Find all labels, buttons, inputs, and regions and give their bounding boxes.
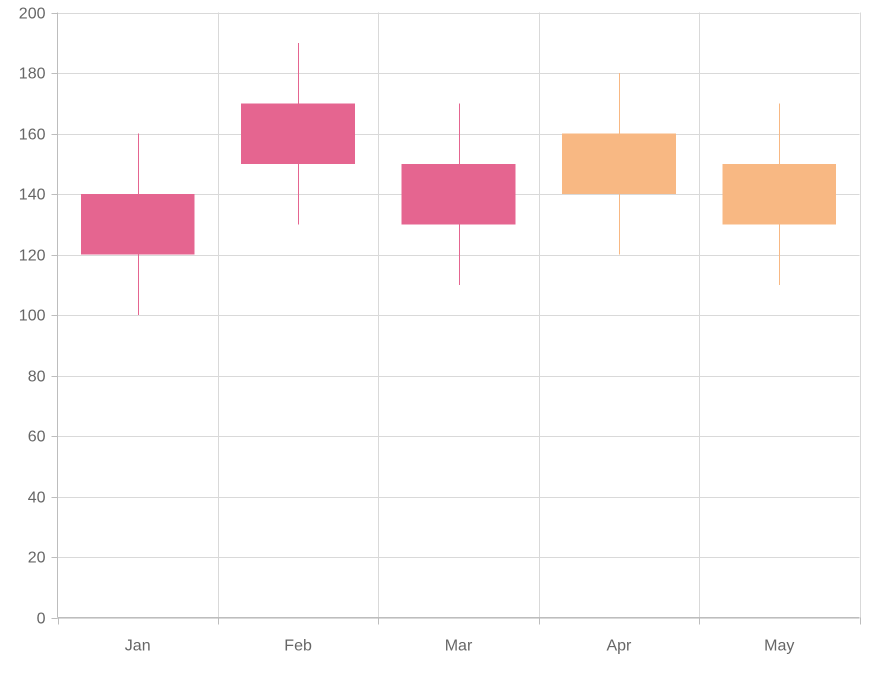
candle-jan [80,133,195,315]
candle-body [241,103,356,164]
y-tick-label: 100 [19,308,46,325]
y-tick-label: 200 [19,6,46,23]
y-tick-label: 0 [37,611,46,628]
x-tick-label: Jan [125,638,151,655]
y-tick-label: 20 [28,550,46,567]
y-tick-label: 60 [28,429,46,446]
candle-layer [80,42,837,315]
candle-may [722,103,837,285]
y-tick-label: 160 [19,127,46,144]
candle-apr [561,73,676,255]
candle-body [561,133,676,194]
candle-mar [401,103,516,285]
x-tick-label: Feb [284,638,312,655]
axis-layer [51,12,861,625]
label-layer: 0 20 40 60 80 100 120 140 160 180 200 Jan Feb Mar Apr M… [19,6,795,655]
y-tick-label: 140 [19,187,46,204]
x-tick-label: May [764,638,794,655]
y-tick-label: 120 [19,248,46,265]
candle-body [80,194,195,255]
x-tick-label: Apr [606,638,632,655]
grid-layer [57,12,861,619]
candle-body [722,163,837,225]
y-tick-label: 180 [19,66,46,83]
x-tick-label: Mar [445,638,473,655]
candle-feb [241,42,356,225]
y-tick-label: 80 [28,369,46,386]
candle-body [401,163,516,225]
y-tick-label: 40 [28,490,46,507]
